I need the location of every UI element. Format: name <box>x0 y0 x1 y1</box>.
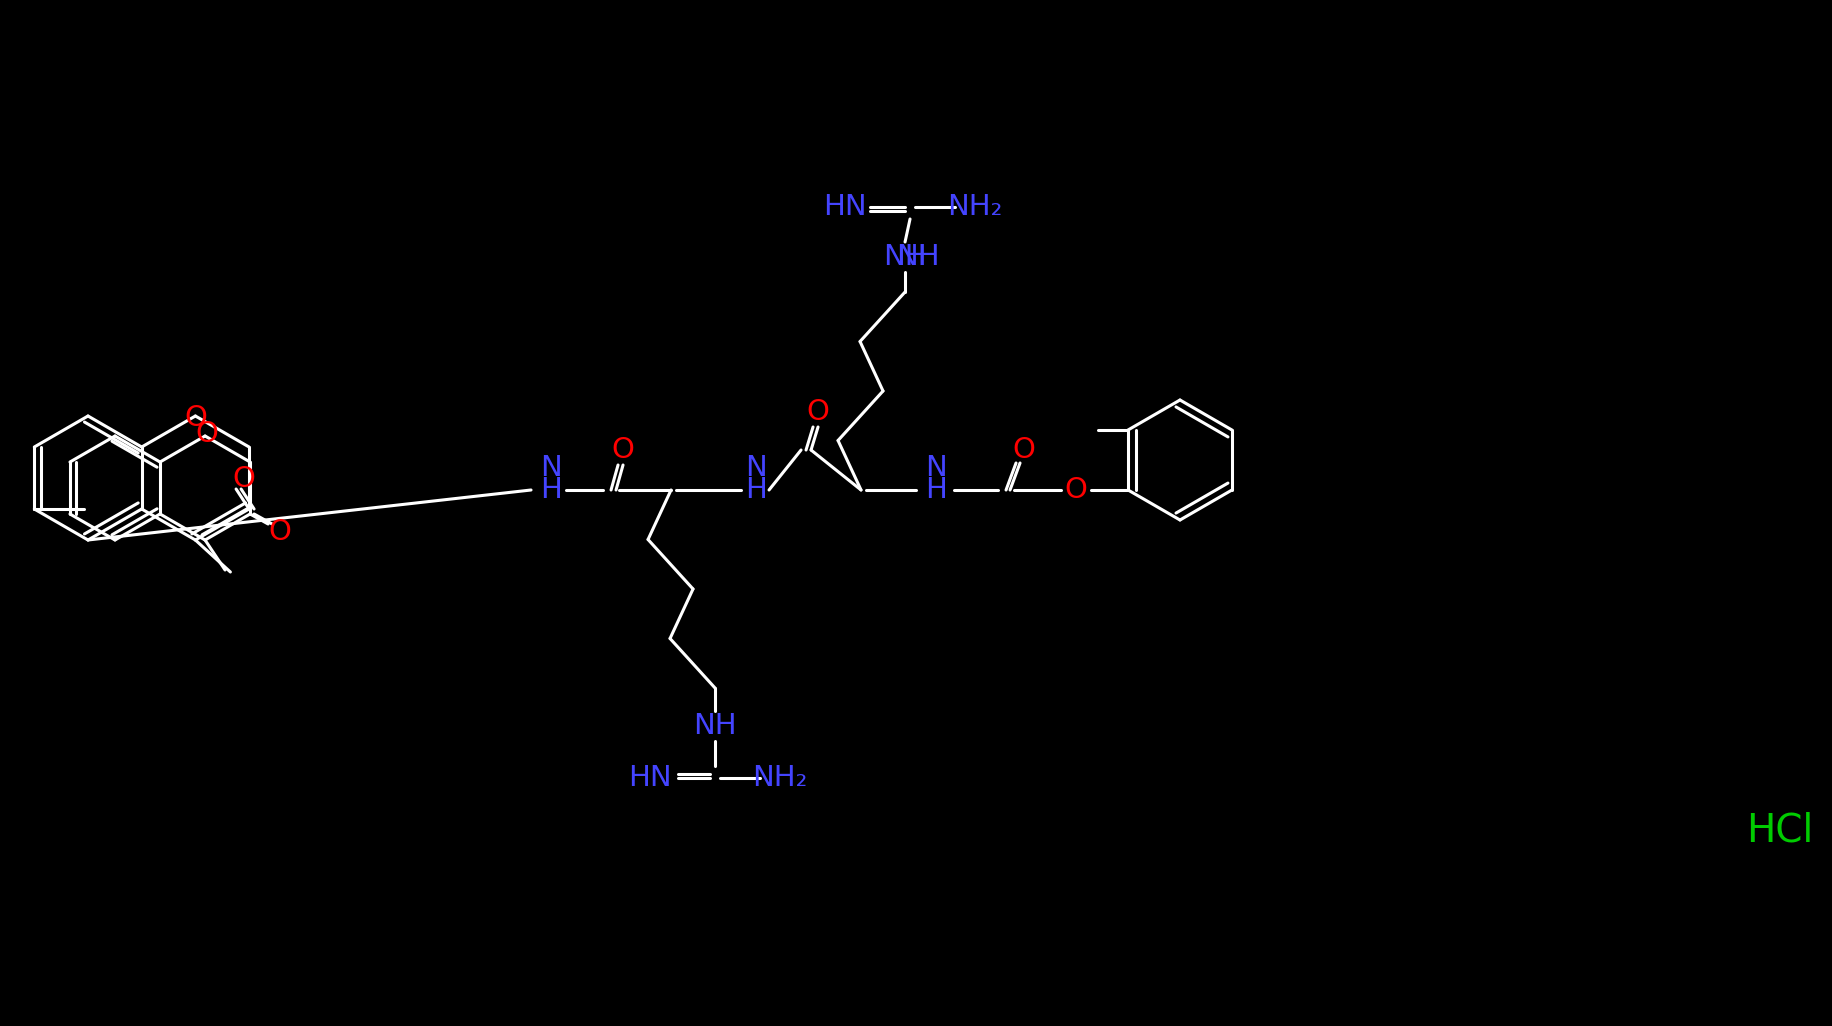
Text: NH₂: NH₂ <box>751 764 808 792</box>
Text: O: O <box>269 518 291 546</box>
Text: N: N <box>540 453 562 482</box>
Text: NH: NH <box>692 712 736 740</box>
Text: O: O <box>196 420 218 448</box>
Text: NH₂: NH₂ <box>947 193 1002 221</box>
Text: O: O <box>612 436 634 464</box>
Text: O: O <box>1064 476 1086 504</box>
Text: O: O <box>183 404 207 432</box>
Text: NH: NH <box>883 243 927 271</box>
Text: HN: HN <box>823 193 867 221</box>
Text: N: N <box>746 453 766 482</box>
Text: N: N <box>925 453 947 482</box>
Text: HCl: HCl <box>1746 811 1812 849</box>
Text: O: O <box>1011 436 1035 464</box>
Text: O: O <box>233 465 255 494</box>
Text: HN: HN <box>628 764 672 792</box>
Text: H: H <box>925 476 947 504</box>
Text: H: H <box>744 476 766 504</box>
Text: NH: NH <box>896 243 940 271</box>
Text: O: O <box>806 398 830 426</box>
Text: H: H <box>540 476 562 504</box>
